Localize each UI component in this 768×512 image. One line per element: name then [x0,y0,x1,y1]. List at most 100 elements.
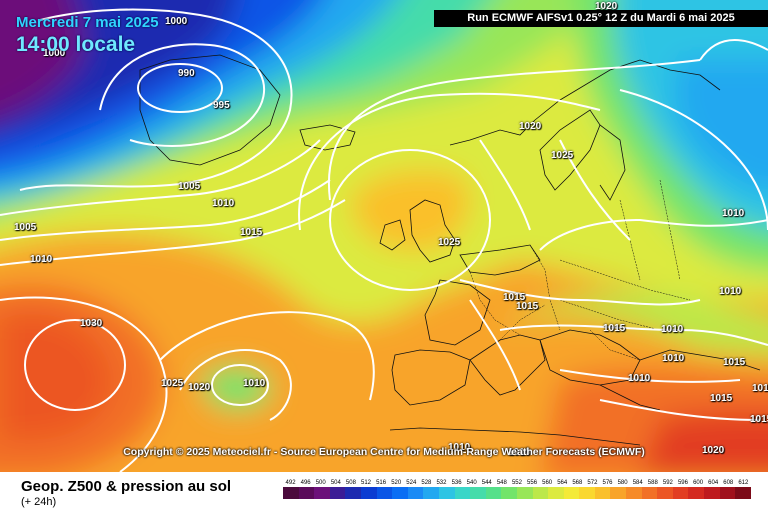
borders [469,179,691,361]
scale-tick-label: 540 [466,480,477,486]
scale-swatch [563,487,580,499]
isobar-label: 1010 [662,353,685,364]
isobar-label: 1015 [503,292,526,303]
scale-tick-label: 568 [572,480,583,486]
scale-tick-label: 584 [632,480,643,486]
isobar-label: 1010 [722,208,745,219]
scale-tick-label: 564 [557,480,568,486]
isobar-label: 1010 [628,373,651,384]
scale-swatch [532,487,549,499]
isobar-label: 1000 [43,48,66,59]
run-info-banner: Run ECMWF AIFSv1 0.25° 12 Z du Mardi 6 m… [434,10,768,27]
isobar-label: 1010 [243,378,266,389]
scale-swatch [704,487,720,499]
scale-swatch [516,487,533,499]
isobar-label: 1015 [750,414,768,425]
scale-tick-label: 552 [511,480,522,486]
isobar-label: 1015 [240,227,263,238]
scale-tick-label: 604 [708,480,719,486]
coastlines [139,54,761,446]
isobar-label: 1010 [30,254,53,265]
isobar-label: 1020 [188,382,211,393]
color-scale-ticks: 492 496 500 504 508 512 516 520 524 528 532 536 540 5… [283,480,751,486]
scale-tick-label: 580 [617,480,628,486]
scale-swatch [345,487,361,499]
scale-tick-label: 520 [391,480,402,486]
isobar-label: 1015 [516,301,539,312]
scale-tick-label: 608 [723,480,734,486]
scale-swatch [672,487,689,499]
forecast-map: 990 995 1000 1000 1005 1005 1010 1010 10… [0,0,768,472]
scale-swatch [438,487,455,499]
scale-swatch [719,487,736,499]
scale-swatch [360,487,377,499]
isobar-label: 1020 [519,121,542,132]
isobar-label: 1015 [710,393,733,404]
scale-swatch [485,487,502,499]
scale-swatch [314,487,330,499]
scale-tick-label: 592 [662,480,673,486]
scale-swatch [329,487,346,499]
scale-tick-label: 612 [738,480,749,486]
scale-tick-label: 524 [406,480,417,486]
scale-tick-label: 556 [527,480,538,486]
scale-swatch [283,487,299,499]
scale-tick-label: 548 [496,480,507,486]
scale-swatch [594,487,611,499]
scale-tick-label: 504 [330,480,341,486]
forecast-offset: (+ 24h) [21,496,57,508]
geopotential-field [0,0,768,472]
isobar-label: 995 [213,100,230,111]
scale-tick-label: 508 [345,480,356,486]
scale-swatch [298,487,315,499]
map-title: Geop. Z500 & pression au sol [21,478,232,495]
forecast-date: Mercredi 7 mai 2025 [16,14,159,31]
color-scale: 492 496 500 504 508 512 516 520 524 528 532 536 540 5… [283,480,751,499]
isobars [0,8,768,472]
scale-swatch [688,487,705,499]
scale-swatch [548,487,564,499]
scale-tick-label: 596 [677,480,688,486]
isobar-label: 1020 [595,1,618,12]
scale-swatch [470,487,486,499]
scale-swatch [579,487,595,499]
copyright-notice: Copyright © 2025 Meteociel.fr - Source E… [123,446,645,458]
scale-swatch [657,487,673,499]
isobar-label: 1000 [165,16,188,27]
isobar-label: 990 [178,68,195,79]
isobar-label: 1025 [161,378,184,389]
map-canvas [0,0,768,472]
isobar-label: 1010 [448,442,471,453]
scale-swatch [376,487,393,499]
isobar-label: 1015 [603,323,626,334]
scale-tick-label: 492 [285,480,296,486]
isobar-label: 1025 [438,237,461,248]
scale-tick-label: 516 [376,480,387,486]
scale-swatch [641,487,658,499]
scale-swatch [423,487,439,499]
scale-tick-label: 500 [315,480,326,486]
scale-swatch [454,487,471,499]
scale-tick-label: 544 [481,480,492,486]
scale-tick-label: 496 [300,480,311,486]
scale-swatch [407,487,424,499]
scale-tick-label: 512 [361,480,372,486]
scale-tick-label: 532 [436,480,447,486]
scale-swatch [735,487,751,499]
scale-tick-label: 536 [451,480,462,486]
isobar-label: 1030 [80,318,103,329]
scale-tick-label: 560 [542,480,553,486]
isobar-label: 1010 [661,324,684,335]
isobar-label: 1020 [702,445,725,456]
isobar-label: 1025 [551,150,574,161]
scale-tick-label: 572 [587,480,598,486]
isobar-label: 1005 [178,181,201,192]
scale-swatch [610,487,627,499]
isobar-label: 1010 [508,447,531,458]
scale-tick-label: 600 [693,480,704,486]
isobar-label: 1010 [719,286,742,297]
color-scale-bar [283,487,751,499]
scale-swatch [501,487,517,499]
isobar-label: 1010 [212,198,235,209]
isobar-label: 1015 [723,357,746,368]
